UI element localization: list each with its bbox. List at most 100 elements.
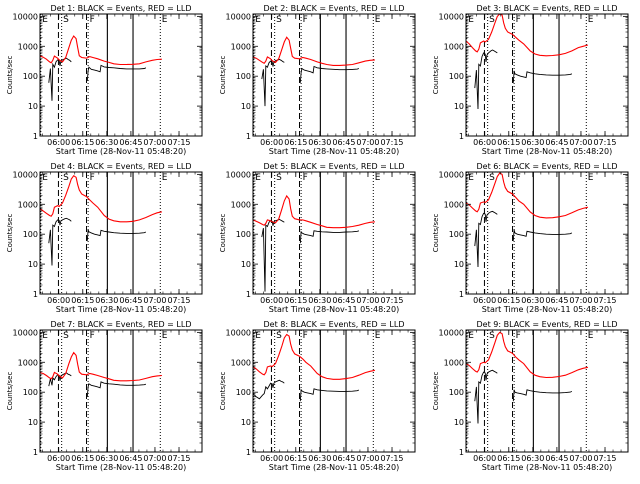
y-tick-label: 1000 bbox=[18, 200, 38, 209]
x-tick-label: 06:15 bbox=[497, 296, 520, 305]
x-tick-label: 07:15 bbox=[167, 138, 190, 147]
x-tick-label: 07:15 bbox=[380, 296, 403, 305]
x-axis-label: Start Time (28-Nov-11 05:48:20) bbox=[482, 147, 612, 156]
y-tick-label: 10 bbox=[454, 418, 464, 427]
y-axis-label: Counts/sec bbox=[6, 372, 14, 411]
y-tick-label: 1000 bbox=[444, 358, 464, 367]
x-tick-label: 07:15 bbox=[380, 138, 403, 147]
series-black-line-1 bbox=[261, 59, 285, 107]
x-tick-label: 06:15 bbox=[71, 138, 94, 147]
marker-label-e: E bbox=[162, 173, 168, 183]
y-axis-label: Counts/sec bbox=[6, 56, 14, 95]
marker-label-f: F bbox=[303, 15, 308, 25]
series-black-line-2 bbox=[86, 381, 147, 397]
y-tick-label: 1 bbox=[33, 290, 38, 299]
x-tick-label: 06:00 bbox=[47, 296, 70, 305]
x-tick-label: 07:00 bbox=[356, 296, 379, 305]
series-black-line-2 bbox=[512, 70, 573, 83]
chart-title: Det 3: BLACK = Events, RED = LLD bbox=[477, 4, 618, 13]
x-tick-label: 06:15 bbox=[497, 454, 520, 463]
y-tick-label: 10000 bbox=[439, 328, 464, 337]
marker-label-f: F bbox=[303, 331, 308, 341]
marker-label-s: S bbox=[489, 173, 495, 183]
x-tick-label: 07:15 bbox=[167, 296, 190, 305]
x-tick-label: 06:45 bbox=[119, 454, 142, 463]
y-tick-label: 1000 bbox=[444, 42, 464, 51]
chart-title: Det 5: BLACK = Events, RED = LLD bbox=[264, 162, 405, 171]
y-axis-label: Counts/sec bbox=[6, 214, 14, 253]
plot-frame bbox=[252, 13, 416, 137]
plot-frame bbox=[465, 329, 629, 453]
marker-label-f: F bbox=[90, 15, 95, 25]
y-tick-label: 10000 bbox=[439, 12, 464, 21]
series-red-line-1 bbox=[253, 36, 375, 66]
x-tick-label: 06:45 bbox=[545, 296, 568, 305]
x-tick-label: 06:00 bbox=[260, 296, 283, 305]
x-tick-label: 06:30 bbox=[308, 454, 331, 463]
y-tick-label: 10 bbox=[454, 102, 464, 111]
marker-label-e: E bbox=[468, 173, 474, 183]
y-tick-label: 1 bbox=[33, 448, 38, 457]
series-black-line-1 bbox=[48, 372, 72, 387]
series-black-line-2 bbox=[512, 229, 573, 241]
series-red-line-1 bbox=[40, 351, 162, 382]
x-tick-label: 06:15 bbox=[284, 296, 307, 305]
y-tick-label: 1 bbox=[246, 132, 251, 141]
x-tick-label: 07:15 bbox=[593, 296, 616, 305]
x-tick-label: 07:15 bbox=[167, 454, 190, 463]
x-tick-label: 07:00 bbox=[143, 454, 166, 463]
x-axis-label: Start Time (28-Nov-11 05:48:20) bbox=[56, 305, 186, 314]
x-tick-label: 06:45 bbox=[545, 138, 568, 147]
y-axis-label: Counts/sec bbox=[432, 372, 440, 411]
y-tick-label: 100 bbox=[236, 72, 251, 81]
marker-label-s: S bbox=[276, 15, 282, 25]
series-red-line-1 bbox=[253, 194, 375, 229]
marker-label-e: E bbox=[162, 15, 168, 25]
y-tick-label: 10 bbox=[241, 102, 251, 111]
x-axis-label: Start Time (28-Nov-11 05:48:20) bbox=[482, 305, 612, 314]
y-axis-label: Counts/sec bbox=[432, 56, 440, 95]
x-tick-label: 06:30 bbox=[521, 296, 544, 305]
marker-label-e: E bbox=[162, 331, 168, 341]
y-tick-label: 1000 bbox=[18, 358, 38, 367]
series-black-line-2 bbox=[86, 64, 147, 81]
y-tick-label: 10 bbox=[28, 102, 38, 111]
x-tick-label: 06:15 bbox=[71, 296, 94, 305]
series-black-line-2 bbox=[86, 229, 147, 241]
plot-frame bbox=[465, 171, 629, 295]
series-red-line-1 bbox=[253, 333, 376, 380]
marker-label-f: F bbox=[516, 173, 521, 183]
marker-label-s: S bbox=[63, 15, 69, 25]
marker-label-e: E bbox=[42, 331, 48, 341]
x-tick-label: 06:30 bbox=[521, 138, 544, 147]
marker-label-f: F bbox=[90, 331, 95, 341]
series-black-line-2 bbox=[299, 65, 360, 83]
x-axis-label: Start Time (28-Nov-11 05:48:20) bbox=[269, 305, 399, 314]
x-tick-label: 06:00 bbox=[260, 454, 283, 463]
marker-label-e: E bbox=[42, 15, 48, 25]
marker-label-e: E bbox=[42, 173, 48, 183]
marker-label-e: E bbox=[375, 173, 381, 183]
marker-label-e: E bbox=[375, 331, 381, 341]
marker-label-e: E bbox=[255, 331, 261, 341]
y-tick-label: 10000 bbox=[13, 328, 38, 337]
y-tick-label: 1 bbox=[246, 290, 251, 299]
y-tick-label: 100 bbox=[449, 230, 464, 239]
x-tick-label: 07:00 bbox=[569, 454, 592, 463]
y-tick-label: 100 bbox=[236, 230, 251, 239]
series-black-line-1 bbox=[48, 57, 72, 101]
marker-label-e: E bbox=[255, 173, 261, 183]
x-axis-label: Start Time (28-Nov-11 05:48:20) bbox=[56, 463, 186, 472]
marker-label-s: S bbox=[489, 331, 495, 341]
y-tick-label: 10 bbox=[28, 260, 38, 269]
y-tick-label: 1000 bbox=[231, 42, 251, 51]
series-black-line-1 bbox=[474, 210, 498, 268]
series-red-line-1 bbox=[40, 35, 162, 66]
x-tick-label: 06:45 bbox=[332, 296, 355, 305]
y-tick-label: 1000 bbox=[18, 42, 38, 51]
series-black-line-1 bbox=[48, 217, 72, 266]
